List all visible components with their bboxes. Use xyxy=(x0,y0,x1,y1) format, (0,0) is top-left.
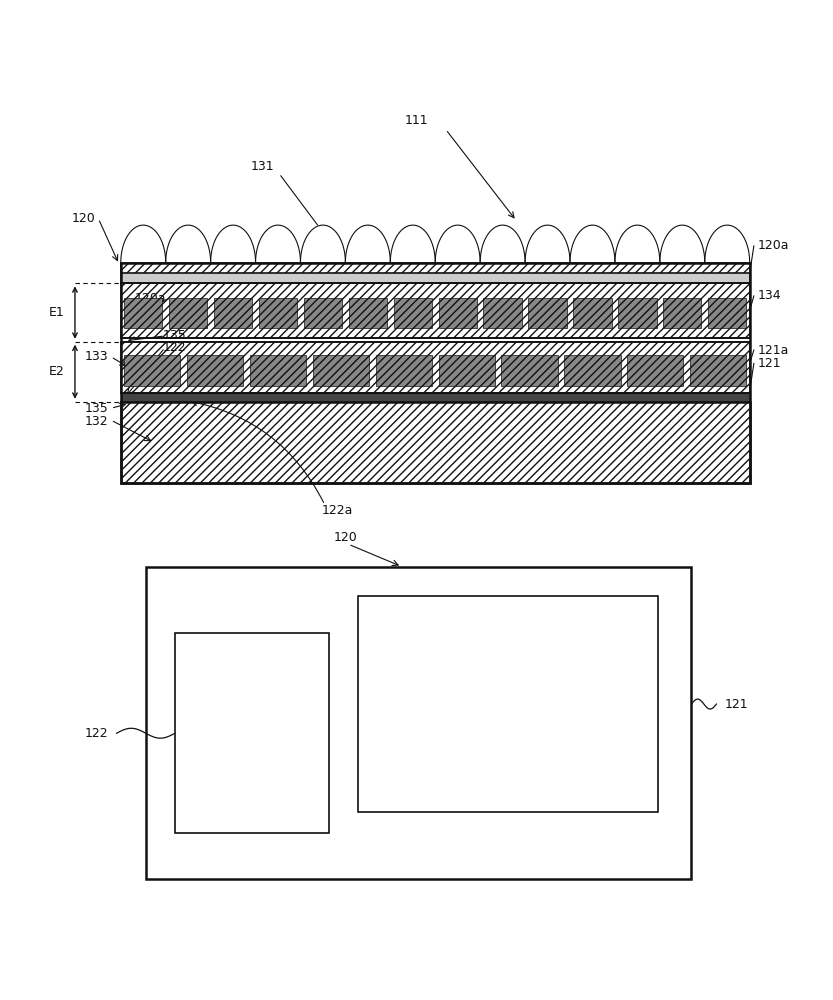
Text: 122a: 122a xyxy=(322,504,353,517)
Bar xyxy=(175,633,329,833)
Text: 134: 134 xyxy=(758,289,781,302)
Bar xyxy=(121,342,750,393)
Text: 131: 131 xyxy=(251,160,274,173)
Bar xyxy=(483,298,521,328)
Polygon shape xyxy=(615,225,660,263)
Bar xyxy=(121,263,750,283)
Bar xyxy=(121,393,750,402)
Bar xyxy=(124,355,180,386)
Text: 120: 120 xyxy=(72,212,96,225)
Polygon shape xyxy=(301,225,346,263)
Bar xyxy=(250,355,307,386)
Bar xyxy=(376,355,431,386)
Text: 121a: 121a xyxy=(758,344,790,357)
Bar xyxy=(528,298,566,328)
Polygon shape xyxy=(570,225,615,263)
Polygon shape xyxy=(211,225,256,263)
Text: 120a: 120a xyxy=(135,292,167,305)
Text: 135: 135 xyxy=(162,329,187,342)
Bar xyxy=(121,402,750,483)
Bar xyxy=(708,298,746,328)
Bar xyxy=(124,298,162,328)
Text: 121: 121 xyxy=(758,357,781,370)
Bar xyxy=(312,355,369,386)
Polygon shape xyxy=(346,225,391,263)
Bar xyxy=(358,596,658,812)
Polygon shape xyxy=(391,225,435,263)
Text: 111: 111 xyxy=(405,114,428,127)
Bar xyxy=(690,355,746,386)
Polygon shape xyxy=(436,225,480,263)
Bar xyxy=(146,567,691,879)
Polygon shape xyxy=(256,225,301,263)
Text: 120a: 120a xyxy=(758,239,790,252)
Text: E2: E2 xyxy=(49,365,65,378)
Text: 120: 120 xyxy=(334,531,357,544)
Bar xyxy=(169,298,207,328)
Polygon shape xyxy=(480,225,525,263)
Text: 122: 122 xyxy=(85,727,108,740)
Text: 133: 133 xyxy=(85,350,108,363)
Polygon shape xyxy=(705,225,750,263)
Bar xyxy=(627,355,683,386)
Polygon shape xyxy=(525,225,570,263)
Bar xyxy=(663,298,701,328)
Text: E1: E1 xyxy=(49,306,65,319)
Bar xyxy=(304,298,342,328)
Bar xyxy=(349,298,387,328)
Bar xyxy=(259,298,297,328)
Text: 132: 132 xyxy=(85,415,108,428)
Text: 122: 122 xyxy=(162,341,186,354)
Bar xyxy=(564,355,621,386)
Bar xyxy=(187,355,243,386)
Bar xyxy=(121,263,750,273)
Bar xyxy=(573,298,611,328)
Bar xyxy=(438,298,476,328)
Bar xyxy=(501,355,557,386)
Text: 121: 121 xyxy=(725,698,748,711)
Bar xyxy=(121,263,750,483)
Bar xyxy=(121,283,750,338)
Polygon shape xyxy=(166,225,211,263)
Bar xyxy=(394,298,431,328)
Text: 135: 135 xyxy=(84,402,108,415)
Bar xyxy=(214,298,252,328)
Bar xyxy=(438,355,495,386)
Polygon shape xyxy=(660,225,705,263)
Bar xyxy=(618,298,656,328)
Polygon shape xyxy=(121,225,166,263)
